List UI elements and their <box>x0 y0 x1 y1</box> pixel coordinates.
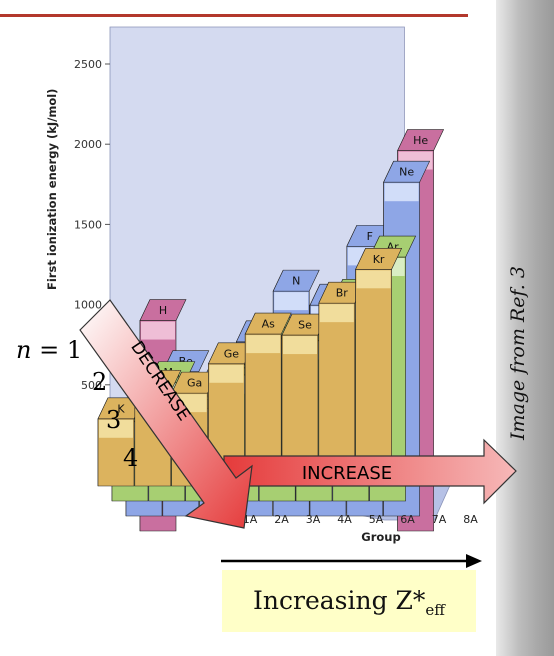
bar-top <box>272 269 320 292</box>
x-tick-label: 1A <box>243 513 258 526</box>
bar-Br: Br <box>318 281 366 487</box>
y-tick-label: 1000 <box>74 299 102 312</box>
bar-label-Kr: Kr <box>373 253 385 266</box>
bar-label-K: K <box>117 402 125 415</box>
increase-label: INCREASE <box>302 463 392 484</box>
x-tick-label: 3A <box>306 513 321 526</box>
zeff-caption: Increasing Z* <box>253 586 426 615</box>
x-tick-label: 2A <box>274 513 289 526</box>
bar-highlight <box>356 270 391 289</box>
bar-highlight <box>384 183 419 202</box>
bar-label-Ge: Ge <box>224 347 240 360</box>
bar-highlight <box>141 321 175 340</box>
bar-label-Ga: Ga <box>187 377 202 390</box>
y-axis: 500 1000 1500 2000 2500 First ionization ener… <box>45 58 110 392</box>
y-tick-label: 1500 <box>74 218 102 231</box>
zeff-arrow-head <box>466 554 482 568</box>
bar-label-Ne: Ne <box>399 166 414 179</box>
bar-label-Se: Se <box>298 319 312 332</box>
bar-As: As <box>244 312 292 487</box>
bar-label-H: H <box>159 304 167 317</box>
y-tick-label: 500 <box>81 379 102 392</box>
bar-top <box>281 313 329 336</box>
period-label-3: 3 <box>106 406 122 434</box>
x-axis-title: Group <box>361 530 400 544</box>
top-rule <box>0 14 468 17</box>
x-axis: 1A 2A 3A 4A 5A 6A 7A 8A Group <box>243 513 478 544</box>
bar-label-F: F <box>367 230 373 243</box>
increase-arrow <box>223 438 517 505</box>
bar-top <box>318 281 366 304</box>
y-axis-title: First ionization energy (kJ/mol) <box>45 89 59 290</box>
bar-highlight <box>274 292 309 311</box>
x-tick-label: 5A <box>369 513 384 526</box>
y-tick-label: 2500 <box>74 58 102 71</box>
x-tick-label: 7A <box>432 513 447 526</box>
bar-K: K <box>97 397 145 487</box>
decrease-arrow <box>79 299 253 529</box>
bar-Kr: Kr <box>355 247 403 487</box>
bar-top <box>355 247 403 270</box>
bar-highlight <box>319 304 354 323</box>
bar-top <box>244 312 292 335</box>
bar-top <box>383 160 431 183</box>
bar-Se: Se <box>281 313 329 487</box>
bar-top <box>171 371 219 394</box>
zeff-subscript: eff <box>425 601 445 619</box>
zeff-caption-box: Increasing Z*eff <box>222 570 476 632</box>
y-tick-label: 2000 <box>74 138 102 151</box>
period-label-2: 2 <box>92 368 108 396</box>
slide-side-strip <box>496 0 554 656</box>
bar-highlight <box>209 364 244 383</box>
x-tick-label: 4A <box>337 513 352 526</box>
bar-label-As: As <box>262 318 276 331</box>
bar-label-He: He <box>413 134 428 147</box>
bar-highlight <box>99 419 133 438</box>
bar-highlight <box>246 335 281 354</box>
bar-top <box>207 342 255 365</box>
bar-top <box>139 299 187 321</box>
x-tick-label: 6A <box>400 513 415 526</box>
period-label-1: n = 1 <box>16 336 83 364</box>
bar-top <box>397 129 445 151</box>
bar-front <box>355 268 392 487</box>
bar-label-N: N <box>292 275 300 288</box>
x-tick-label: 8A <box>463 513 478 526</box>
period-label-4: 4 <box>123 444 139 472</box>
bar-highlight <box>283 336 317 355</box>
bar-label-Br: Br <box>336 287 349 300</box>
